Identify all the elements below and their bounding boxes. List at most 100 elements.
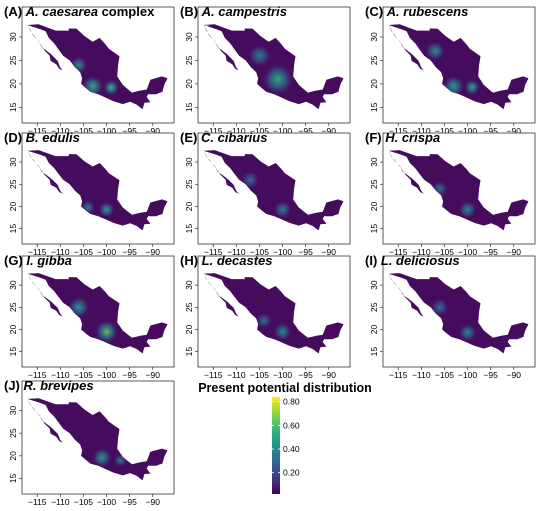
map-panel: (B) A. campestris −115 −110 −105 −100 −95 −90 1… <box>180 4 351 136</box>
map-panel: (E) C. cibarius −115 −110 −105 −100 −95 −90 15 2… <box>180 130 351 257</box>
y-tick-label: 20 <box>8 324 18 334</box>
x-tick-label: −115 <box>389 247 408 257</box>
baja-peninsula <box>27 25 63 71</box>
y-tick-label: 20 <box>184 324 194 334</box>
x-tick-label: −110 <box>227 370 246 380</box>
panel-title: (J) R. brevipes <box>4 378 94 393</box>
y-tick-label: 15 <box>184 347 194 357</box>
y-tick-label: 30 <box>184 280 194 290</box>
x-tick-label: −115 <box>28 497 47 507</box>
x-tick-label: −115 <box>204 247 223 257</box>
y-tick-label: 30 <box>8 157 18 167</box>
map-panel: (J) R. brevipes −115 −110 −105 −100 −95 −90 15 2… <box>4 378 175 507</box>
x-tick-label: −115 <box>204 126 223 136</box>
x-tick-label: −95 <box>483 370 498 380</box>
mexico-mainland <box>388 24 529 110</box>
y-tick-label: 15 <box>369 224 379 234</box>
y-tick-label: 15 <box>8 474 18 484</box>
hotspot <box>102 79 120 96</box>
legend-title: Present potential distribution <box>198 381 372 395</box>
x-tick-label: −95 <box>298 126 313 136</box>
panel-label: (J) <box>4 378 24 393</box>
x-tick-label: −110 <box>51 247 70 257</box>
x-tick-label: −90 <box>322 370 337 380</box>
colorbar-tick-label: 0.60 <box>283 420 300 430</box>
baja-peninsula <box>203 273 239 317</box>
colorbar-tick-label: 0.20 <box>283 468 300 478</box>
x-tick-label: −100 <box>273 370 292 380</box>
mexico-mainland <box>27 150 168 231</box>
mexico-mainland <box>388 273 529 354</box>
y-tick-label: 25 <box>8 428 18 438</box>
hotspot <box>261 63 295 96</box>
panel-title: (G) I. gibba <box>4 253 72 268</box>
x-tick-label: −105 <box>435 247 454 257</box>
panel-title: (H) L. decastes <box>180 253 273 268</box>
hotspot <box>425 40 446 62</box>
x-tick-label: −95 <box>122 370 137 380</box>
y-tick-label: 15 <box>8 224 18 234</box>
baja-peninsula <box>203 150 239 194</box>
panel-label: (F) <box>365 130 385 145</box>
panel-title: (D) B. edulis <box>4 130 80 145</box>
panel-species: I. gibba <box>26 253 72 268</box>
x-tick-label: −115 <box>28 247 47 257</box>
y-tick-label: 15 <box>184 102 194 112</box>
hotspot <box>273 322 292 341</box>
x-tick-label: −90 <box>146 247 161 257</box>
panel-species: A. rubescens <box>386 4 469 19</box>
x-tick-label: −110 <box>227 247 246 257</box>
map-panel: (F) H. crispa −115 −110 −105 −100 −95 −90 15 20 2… <box>365 130 536 257</box>
x-tick-label: −105 <box>250 126 269 136</box>
colorbar-tick-label: 0.40 <box>283 444 300 454</box>
y-tick-label: 25 <box>8 55 18 65</box>
x-tick-label: −105 <box>74 126 93 136</box>
mexico-mainland <box>203 150 344 231</box>
y-tick-label: 25 <box>369 55 379 65</box>
x-tick-label: −100 <box>273 126 292 136</box>
y-tick-label: 20 <box>369 79 379 89</box>
x-tick-label: −110 <box>227 126 246 136</box>
mexico-mainland <box>27 273 168 354</box>
y-tick-label: 20 <box>184 201 194 211</box>
panel-label: (E) <box>180 130 201 145</box>
map-panel: (G) I. gibba −115 −110 −105 −100 −95 −90 15 20 25… <box>4 253 175 380</box>
y-tick-label: 20 <box>8 79 18 89</box>
y-tick-label: 30 <box>369 280 379 290</box>
mexico-mainland <box>27 24 168 110</box>
x-tick-label: −95 <box>122 497 137 507</box>
y-tick-label: 30 <box>8 280 18 290</box>
y-tick-label: 25 <box>184 302 194 312</box>
x-tick-label: −90 <box>322 247 337 257</box>
y-tick-label: 15 <box>369 347 379 357</box>
x-tick-label: −110 <box>412 370 431 380</box>
x-tick-label: −95 <box>122 126 137 136</box>
map-panel: (C) A. rubescens −115 −110 −105 −100 −95 −90 15… <box>365 4 536 136</box>
panel-title: (E) C. cibarius <box>180 130 267 145</box>
mexico-mainland <box>27 398 168 481</box>
baja-peninsula <box>27 398 63 443</box>
x-tick-label: −115 <box>389 126 408 136</box>
x-tick-label: −100 <box>97 247 116 257</box>
x-tick-label: −95 <box>483 247 498 257</box>
panel-title: (B) A. campestris <box>180 4 287 19</box>
y-tick-label: 20 <box>8 201 18 211</box>
panel-label: (D) <box>4 130 26 145</box>
x-tick-label: −90 <box>322 126 337 136</box>
y-tick-label: 30 <box>8 32 18 42</box>
y-tick-label: 30 <box>8 405 18 415</box>
y-tick-label: 20 <box>369 201 379 211</box>
panel-title: (C) A. rubescens <box>365 4 468 19</box>
x-tick-label: −105 <box>250 370 269 380</box>
x-tick-label: −110 <box>412 247 431 257</box>
panel-label: (I) <box>365 253 381 268</box>
panel-species: A. campestris <box>201 4 287 19</box>
panel-species: L. decastes <box>202 253 273 268</box>
y-tick-label: 15 <box>8 347 18 357</box>
colorbar <box>272 397 280 494</box>
hotspot <box>94 319 119 344</box>
hotspot <box>98 201 115 218</box>
y-tick-label: 25 <box>184 179 194 189</box>
x-tick-label: −105 <box>250 247 269 257</box>
